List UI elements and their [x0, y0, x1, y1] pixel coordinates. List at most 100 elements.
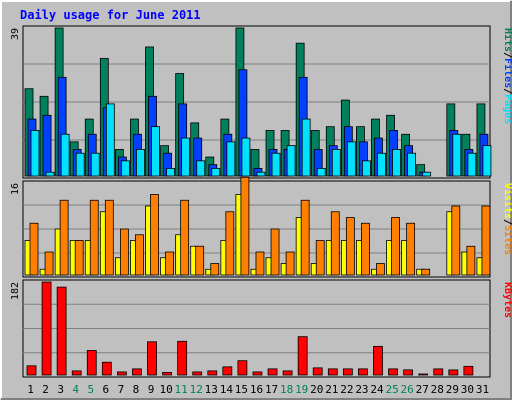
legend-item: Pages: [502, 94, 512, 124]
x-tick-label: 1: [27, 383, 34, 396]
panel-hits-files-pages: 39 Hits/Files/Pages: [10, 25, 512, 179]
bar-kbytes-day-18: [282, 370, 293, 376]
x-tick-label: 28: [431, 383, 444, 396]
x-tick-label: 12: [190, 383, 203, 396]
bar-pages-day-2: [45, 171, 55, 177]
x-tick-label: 25: [385, 383, 398, 396]
bar-sites-day-3: [59, 199, 69, 276]
bar-kbytes-day-13: [207, 370, 218, 376]
bar-sites-day-12: [195, 245, 205, 276]
bar-kbytes-day-16: [252, 371, 263, 376]
bar-kbytes-day-14: [222, 366, 233, 376]
bar-sites-day-23: [361, 222, 370, 276]
legend-item: /: [502, 52, 512, 58]
x-tick-label: 21: [325, 383, 338, 396]
chart-title: Daily usage for June 2011: [20, 8, 201, 22]
bar-pages-day-6: [105, 103, 115, 177]
bar-pages-day-27: [422, 171, 432, 177]
series-visits: [24, 194, 486, 276]
bar-kbytes-day-27: [418, 373, 429, 376]
bar-sites-day-5: [89, 199, 99, 276]
bar-pages-day-25: [392, 149, 401, 177]
x-tick-label: 9: [148, 383, 155, 396]
x-tick-label: 14: [220, 383, 234, 396]
panel-visits-sites: 16 Visits/Sites: [10, 176, 512, 278]
y-max-label: 182: [10, 282, 21, 300]
bar-sites-day-9: [150, 194, 159, 276]
legend-item: /: [502, 88, 512, 94]
x-tick-label: 27: [416, 383, 429, 396]
x-tick-label: 6: [103, 383, 110, 396]
bar-pages-day-30: [467, 152, 477, 177]
bar-pages-day-14: [226, 141, 236, 177]
x-tick-label: 7: [118, 383, 125, 396]
bar-pages-day-16: [256, 171, 266, 177]
bar-kbytes-day-25: [388, 368, 398, 376]
bar-sites-day-26: [406, 222, 416, 276]
bar-kbytes-day-30: [463, 365, 474, 376]
bar-pages-day-21: [331, 149, 341, 177]
bar-kbytes-day-11: [177, 340, 188, 376]
legend-item: /: [502, 219, 512, 225]
bar-kbytes-day-15: [237, 360, 248, 376]
x-tick-label: 23: [355, 383, 368, 396]
bar-sites-day-13: [210, 263, 220, 276]
bar-sites-day-7: [119, 228, 129, 276]
bar-sites-day-19: [300, 199, 310, 276]
series-pages: [30, 103, 492, 177]
x-tick-label: 8: [133, 383, 140, 396]
x-tick-label: 16: [250, 383, 263, 396]
bar-kbytes-day-5: [86, 350, 97, 376]
bar-kbytes-day-23: [358, 368, 368, 376]
legend-item: Files: [502, 58, 512, 88]
bar-kbytes-day-21: [327, 368, 338, 376]
bar-sites-day-2: [44, 251, 54, 276]
bar-pages-day-11: [181, 137, 191, 177]
legend: Hits/Files/Pages: [502, 28, 512, 124]
bar-sites-day-17: [270, 228, 280, 276]
x-tick-label: 18: [280, 383, 293, 396]
bar-kbytes-day-1: [26, 365, 37, 376]
bar-kbytes-day-10: [162, 372, 172, 376]
bar-kbytes-day-22: [342, 368, 353, 376]
bar-sites-day-22: [345, 217, 355, 276]
bar-kbytes-day-19: [297, 336, 308, 376]
legend-item: KBytes: [502, 282, 512, 318]
bar-pages-day-10: [166, 168, 175, 177]
x-tick-label: 4: [72, 383, 79, 396]
bar-sites-day-20: [315, 240, 325, 276]
bar-kbytes-day-17: [267, 368, 278, 376]
bar-sites-day-25: [391, 217, 400, 276]
bar-pages-day-19: [301, 118, 311, 177]
bar-sites-day-24: [376, 263, 385, 276]
bar-pages-day-13: [211, 168, 221, 177]
bar-kbytes-day-7: [116, 371, 127, 376]
bar-kbytes-day-6: [101, 361, 112, 376]
bar-sites-day-16: [255, 251, 265, 276]
x-tick-label: 10: [159, 383, 172, 396]
bar-kbytes-day-2: [41, 281, 52, 376]
bar-pages-day-5: [90, 152, 100, 177]
bar-pages-day-3: [60, 133, 70, 177]
bar-sites-day-1: [29, 222, 39, 276]
legend-item: Hits: [502, 28, 512, 52]
bar-sites-day-30: [466, 245, 476, 276]
bar-pages-day-12: [196, 160, 206, 177]
x-tick-label: 26: [401, 383, 414, 396]
x-tick-label: 30: [461, 383, 474, 396]
bar-sites-day-31: [481, 205, 491, 276]
bar-sites-day-27: [421, 268, 431, 276]
x-tick-label: 5: [87, 383, 94, 396]
bar-sites-day-11: [180, 199, 190, 276]
series-sites: [29, 176, 491, 276]
x-tick-label: 20: [310, 383, 323, 396]
y-max-label: 39: [10, 28, 21, 40]
bar-pages-day-18: [286, 145, 296, 177]
x-axis: 1 2 3 4 5 6 7 8 9 10 11 12 13 14 15 16 17 18 19 20 21 22 23 24 2…: [27, 383, 489, 396]
bar-pages-day-1: [30, 130, 40, 177]
x-tick-label: 24: [370, 383, 384, 396]
bar-kbytes-day-8: [132, 368, 142, 376]
x-tick-label: 29: [446, 383, 459, 396]
